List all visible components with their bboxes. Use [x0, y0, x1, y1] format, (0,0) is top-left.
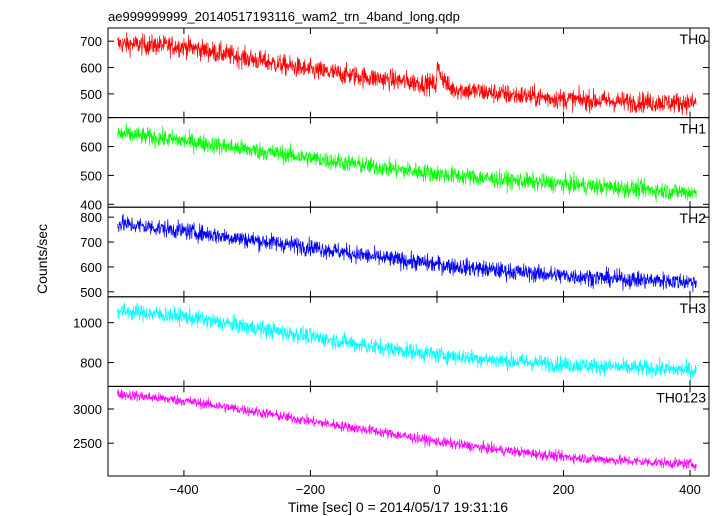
series-line-th0 — [117, 32, 697, 116]
y-tick-label: 3000 — [73, 402, 102, 417]
y-tick-label: 800 — [80, 356, 102, 371]
series-line-th1 — [117, 123, 697, 203]
panel-frame — [107, 27, 710, 119]
panel-group: 500 600 700 TH0 400 500 600 700 TH1 500 600 700 800 T… — [73, 27, 710, 497]
x-tick-label: 200 — [553, 482, 575, 497]
series-line-th0123 — [117, 388, 697, 472]
y-tick-label: 600 — [80, 260, 102, 275]
series-line-th2 — [117, 213, 697, 293]
y-tick-label: 500 — [80, 168, 102, 183]
y-tick-label: 400 — [80, 197, 102, 212]
series-line-th3 — [117, 301, 697, 382]
y-tick-label: 700 — [80, 34, 102, 49]
chart-title: ae999999999_20140517193116_wam2_trn_4ban… — [108, 9, 460, 24]
y-tick-label: 700 — [80, 235, 102, 250]
y-tick-label: 1000 — [73, 316, 102, 331]
y-tick-label: 500 — [80, 285, 102, 300]
y-tick-label: 600 — [80, 140, 102, 155]
x-tick-label: 400 — [679, 482, 701, 497]
y-tick-label: 600 — [80, 61, 102, 76]
series-label: TH3 — [680, 300, 707, 316]
series-label: TH2 — [680, 210, 707, 226]
y-tick-label: 500 — [80, 87, 102, 102]
panel-frame — [107, 206, 710, 298]
x-axis-label: Time [sec] 0 = 2014/05/17 19:31:16 — [288, 499, 508, 515]
y-tick-label: 700 — [80, 111, 102, 126]
x-tick-label: −200 — [296, 482, 325, 497]
panel-frame — [107, 296, 710, 387]
y-tick-label: 800 — [80, 210, 102, 225]
panel-frame — [107, 385, 710, 477]
series-label: TH0123 — [656, 389, 706, 405]
series-label: TH1 — [680, 121, 707, 137]
series-label: TH0 — [680, 31, 707, 47]
y-tick-label: 2500 — [73, 436, 102, 451]
y-axis-label: Counts/sec — [34, 224, 50, 294]
x-tick-label: 0 — [433, 482, 440, 497]
x-tick-label: −400 — [169, 482, 198, 497]
